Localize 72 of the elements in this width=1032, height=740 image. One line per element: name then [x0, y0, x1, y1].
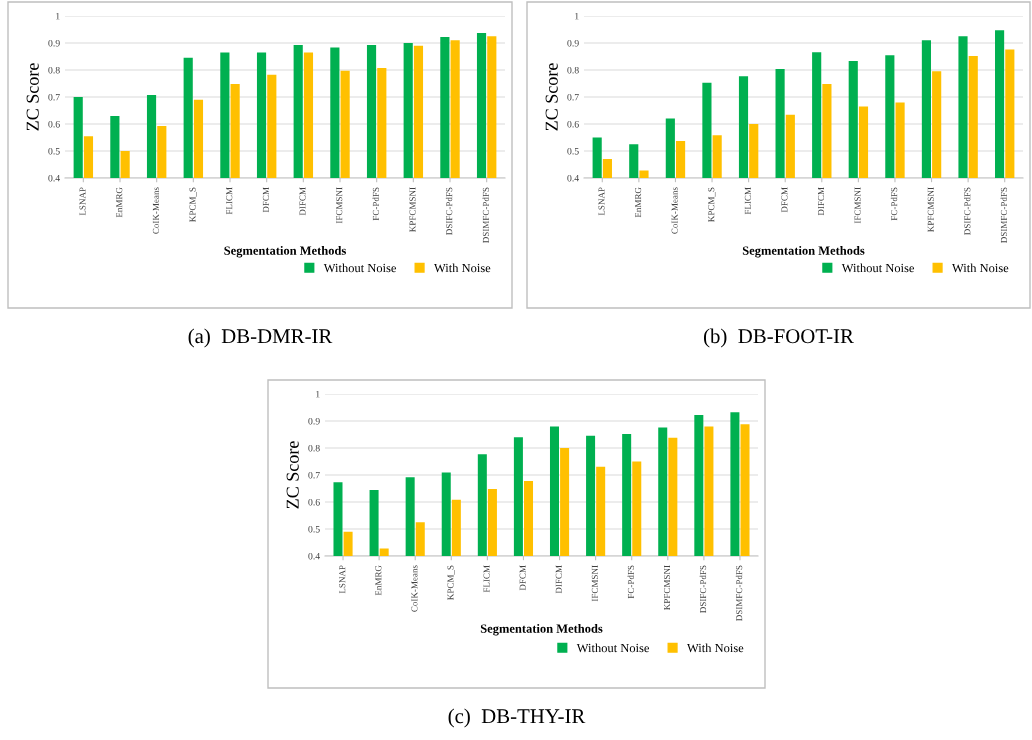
y-tick-label: 0.5: [567, 147, 579, 155]
x-tick-label: FC-PdFS: [627, 565, 634, 599]
x-tick-label: FLICM: [744, 187, 751, 215]
y-tick-label: 0.4: [48, 174, 60, 182]
x-axis-title: Segmentation Methods: [480, 624, 603, 636]
y-tick-label: 0.7: [567, 93, 579, 101]
y-tick-label: 0.8: [308, 444, 320, 452]
legend-label: With Noise: [951, 263, 1009, 273]
x-tick-label: DIFCM: [555, 565, 562, 594]
y-tick-label: 1: [575, 12, 579, 20]
x-tick-label: KPFCMSNI: [663, 565, 671, 610]
x-tick-label: CoIK-Means: [152, 187, 159, 234]
x-tick-label: FC-PdFS: [890, 187, 898, 221]
y-tick-label: 0.7: [48, 93, 60, 101]
y-tick-label: 0.8: [567, 66, 579, 74]
x-tick-label: KPCM_S: [447, 565, 455, 600]
x-tick-label: DFCM: [781, 187, 788, 213]
text: (a) DB-DMR-IR: [188, 328, 333, 348]
y-tick-label: 0.7: [308, 471, 320, 479]
x-tick-label: LSNAP: [339, 565, 346, 594]
x-tick-label: IFCMSNI: [591, 565, 598, 602]
y-tick-label: 0.5: [308, 525, 320, 533]
x-tick-label: DSIMFC-PdFS: [735, 565, 743, 621]
x-tick-label: KPFCMSNI: [927, 187, 934, 232]
x-tick-label: DSIFC-PdFS: [699, 565, 707, 613]
x-tick-label: EnMRG: [635, 187, 642, 218]
y-axis-title: ZC Score: [286, 441, 299, 509]
text: (b) DB-FOOT-IR: [703, 328, 854, 348]
y-axis-title: ZC Score: [26, 63, 39, 131]
legend-label: Without Noise: [576, 643, 650, 653]
y-tick-label: 0.5: [48, 147, 60, 155]
x-tick-label: DIFCM: [299, 187, 306, 216]
y-tick-label: 0.6: [308, 498, 320, 506]
y-tick-label: 0.4: [567, 174, 579, 182]
x-tick-label: DIFCM: [817, 187, 825, 216]
text: (c) DB-THY-IR: [448, 708, 586, 728]
y-tick-label: 0.6: [48, 120, 60, 128]
x-tick-label: CoIK-Means: [411, 565, 418, 612]
x-tick-label: DSIMFC-PdFS: [1000, 187, 1007, 243]
x-tick-label: CoIK-Means: [671, 187, 678, 234]
y-tick-label: 0.9: [48, 39, 60, 47]
x-tick-label: DSIFC-PdFS: [445, 187, 453, 235]
x-tick-label: KPFCMSNI: [409, 187, 416, 232]
x-tick-label: DSIMFC-PdFS: [482, 187, 489, 243]
x-axis-title: Segmentation Methods: [742, 246, 865, 258]
x-tick-label: DFCM: [519, 565, 526, 591]
y-tick-label: 0.8: [48, 66, 60, 74]
legend-label: With Noise: [433, 263, 491, 273]
x-tick-label: FC-PdFS: [372, 187, 379, 221]
x-tick-label: FLICM: [483, 565, 490, 593]
y-tick-label: 0.6: [567, 120, 579, 128]
y-tick-label: 0.4: [308, 552, 320, 560]
legend-label: Without Noise: [841, 263, 915, 273]
y-tick-label: 0.9: [567, 39, 579, 47]
x-tick-label: DSIFC-PdFS: [964, 187, 971, 235]
x-tick-label: IFCMSNI: [854, 187, 861, 224]
y-tick-label: 1: [316, 390, 320, 398]
y-axis-title: ZC Score: [545, 63, 558, 131]
x-tick-label: KPCM_S: [189, 187, 197, 222]
legend-label: Without Noise: [323, 263, 397, 273]
x-tick-label: DFCM: [262, 187, 269, 213]
x-tick-label: KPCM_S: [708, 187, 716, 222]
x-axis-title: Segmentation Methods: [224, 246, 346, 258]
x-tick-label: IFCMSNI: [336, 187, 343, 224]
x-tick-label: LSNAP: [598, 187, 605, 216]
x-tick-label: LSNAP: [79, 187, 86, 216]
x-tick-label: FLICM: [226, 187, 233, 215]
y-tick-label: 0.9: [308, 417, 320, 425]
y-tick-label: 1: [56, 12, 60, 20]
legend-label: With Noise: [686, 643, 744, 653]
x-tick-label: EnMRG: [116, 187, 123, 218]
x-tick-label: EnMRG: [375, 565, 382, 596]
